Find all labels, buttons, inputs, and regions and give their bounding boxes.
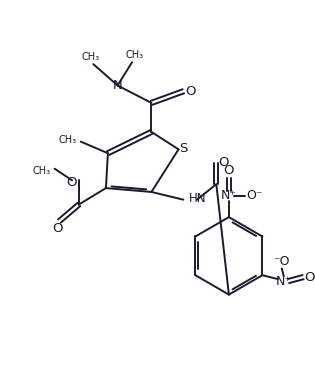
Text: O⁻: O⁻ xyxy=(246,189,262,202)
Text: N⁺: N⁺ xyxy=(276,275,292,288)
Text: CH₃: CH₃ xyxy=(58,134,76,145)
Text: N: N xyxy=(113,79,123,92)
Text: CH₃: CH₃ xyxy=(126,50,144,61)
Text: O: O xyxy=(224,164,234,177)
Text: N⁺: N⁺ xyxy=(221,189,237,202)
Text: O: O xyxy=(52,222,63,235)
Text: S: S xyxy=(179,142,187,155)
Text: O: O xyxy=(66,176,76,189)
Text: O: O xyxy=(218,157,228,170)
Text: CH₃: CH₃ xyxy=(32,166,50,176)
Text: ⁻O: ⁻O xyxy=(273,255,290,268)
Text: O: O xyxy=(185,85,195,98)
Text: HN: HN xyxy=(189,192,207,205)
Text: CH₃: CH₃ xyxy=(81,52,100,62)
Text: O: O xyxy=(305,271,315,283)
